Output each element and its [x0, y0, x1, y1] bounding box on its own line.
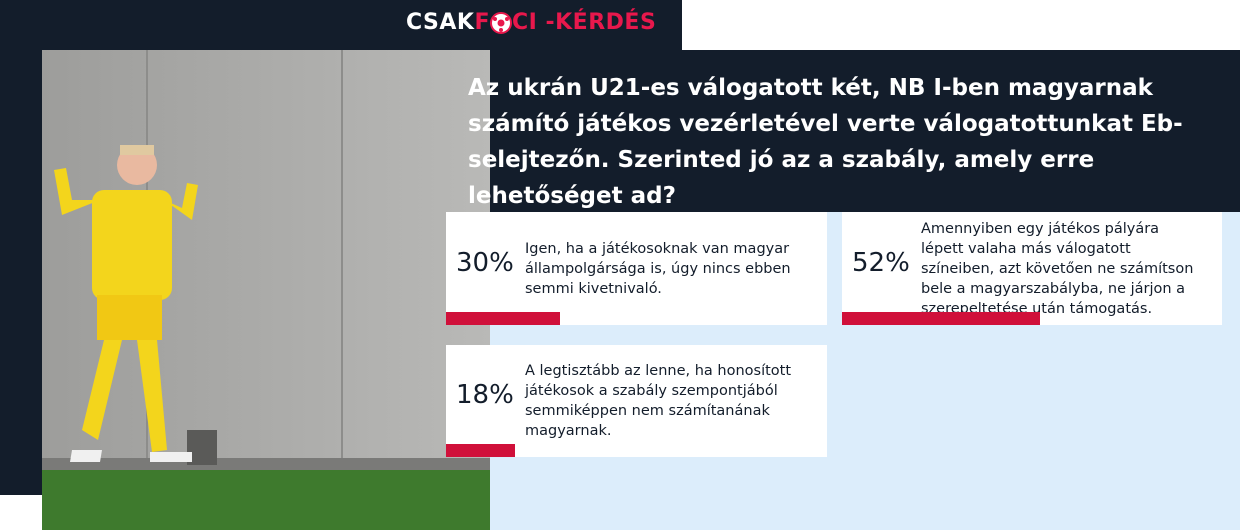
question: Az ukrán U21-es válogatott két, NB I-ben… [468, 75, 1183, 209]
result-bar [842, 312, 1040, 325]
poll-option[interactable]: 18% A legtisztább az lenne, ha honosítot… [446, 345, 827, 457]
header-band [0, 0, 682, 50]
result-bar [446, 312, 561, 325]
option-text: Igen, ha a játékosoknak van magyar állam… [525, 240, 791, 297]
logo-ball [490, 11, 513, 34]
logo-text: F [474, 10, 491, 35]
logo-text: CSAK [406, 10, 475, 35]
photo [42, 50, 490, 530]
logo: CSAK F CI -KÉRDÉS [406, 10, 656, 35]
logo-text: CI -KÉRDÉS [512, 10, 657, 35]
option-percent: 30% [456, 247, 514, 278]
option-text: Amennyiben egy játékos pályára lépett va… [921, 220, 1194, 317]
poll-option[interactable]: 52% Amennyiben egy játékos pályára lépet… [842, 212, 1222, 325]
option-text: A legtisztább az lenne, ha honosított já… [525, 363, 792, 439]
result-bar [446, 444, 515, 457]
side-band [0, 50, 42, 495]
option-percent: 18% [456, 380, 514, 410]
poll-option[interactable]: 30% Igen, ha a játékosoknak van magyar á… [446, 212, 827, 325]
option-percent: 52% [852, 247, 910, 278]
